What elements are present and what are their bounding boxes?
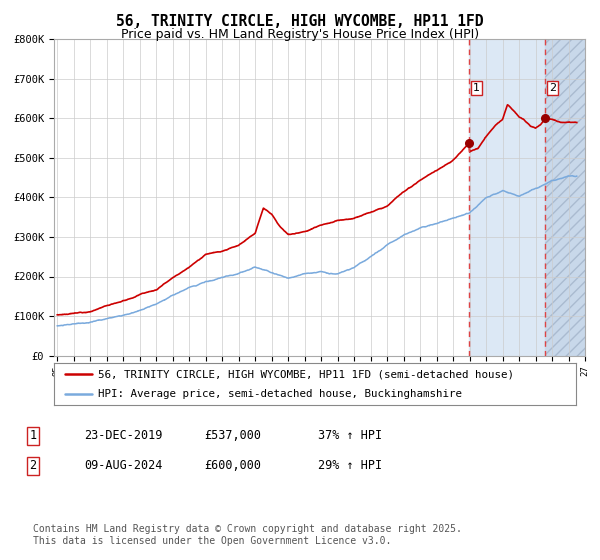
Text: 23-DEC-2019: 23-DEC-2019	[84, 429, 163, 442]
Text: Contains HM Land Registry data © Crown copyright and database right 2025.
This d: Contains HM Land Registry data © Crown c…	[33, 524, 462, 546]
Bar	[545, 39, 585, 356]
Text: 37% ↑ HPI: 37% ↑ HPI	[318, 429, 382, 442]
Text: 2: 2	[29, 459, 37, 473]
Text: 2: 2	[549, 83, 556, 94]
Bar	[469, 39, 585, 356]
Text: HPI: Average price, semi-detached house, Buckinghamshire: HPI: Average price, semi-detached house,…	[98, 389, 463, 399]
Text: Price paid vs. HM Land Registry's House Price Index (HPI): Price paid vs. HM Land Registry's House …	[121, 28, 479, 41]
Text: £537,000: £537,000	[204, 429, 261, 442]
Text: 09-AUG-2024: 09-AUG-2024	[84, 459, 163, 473]
Bar	[545, 39, 585, 356]
Text: 56, TRINITY CIRCLE, HIGH WYCOMBE, HP11 1FD: 56, TRINITY CIRCLE, HIGH WYCOMBE, HP11 1…	[116, 14, 484, 29]
Text: £600,000: £600,000	[204, 459, 261, 473]
Text: 29% ↑ HPI: 29% ↑ HPI	[318, 459, 382, 473]
Text: 56, TRINITY CIRCLE, HIGH WYCOMBE, HP11 1FD (semi-detached house): 56, TRINITY CIRCLE, HIGH WYCOMBE, HP11 1…	[98, 369, 514, 379]
Text: 1: 1	[29, 429, 37, 442]
Text: 1: 1	[473, 83, 480, 94]
